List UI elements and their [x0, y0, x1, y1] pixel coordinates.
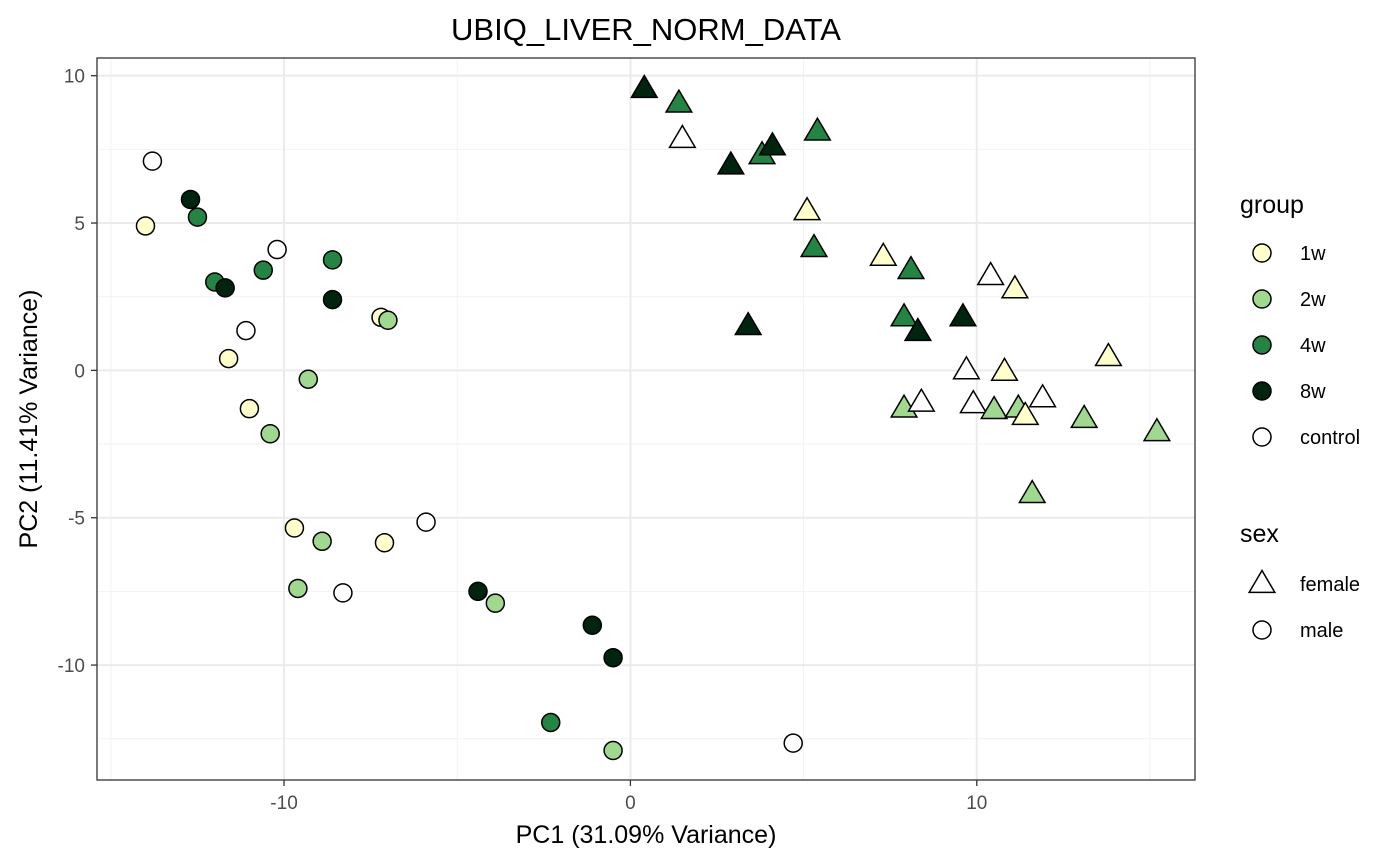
- point-8w-male: [322, 289, 343, 310]
- point-1w-female: [1094, 342, 1123, 367]
- plot-panel: [96, 57, 1196, 781]
- x-tick-label: -10: [270, 793, 297, 814]
- point-8w-female: [630, 73, 659, 99]
- legend-label-4w: 4w: [1300, 335, 1326, 357]
- point-4w-male: [322, 250, 343, 270]
- point-1w-male: [374, 533, 395, 553]
- point-control-female: [907, 387, 936, 412]
- point-2w-female: [979, 395, 1009, 420]
- point-2w-male: [260, 423, 280, 444]
- panel-border: [96, 57, 1196, 781]
- point-8w-female: [948, 302, 978, 327]
- point-2w-male: [603, 740, 623, 761]
- legend-key-male: [1252, 620, 1272, 640]
- legend-key-female: [1247, 569, 1277, 594]
- point-control-female: [959, 389, 988, 414]
- point-control-male: [416, 512, 436, 532]
- legend-label-2w: 2w: [1300, 289, 1326, 311]
- legend-label-control: control: [1300, 427, 1360, 449]
- point-8w-female: [734, 311, 763, 336]
- point-1w-female: [990, 356, 1019, 381]
- point-4w-male: [187, 207, 208, 227]
- legend-key-control: [1252, 427, 1272, 447]
- point-1w-male: [239, 398, 260, 419]
- point-1w-male: [135, 216, 156, 236]
- point-2w-female: [1142, 417, 1172, 442]
- grid-minor: [97, 58, 1195, 780]
- legend-label-8w: 8w: [1300, 381, 1326, 403]
- point-1w-female: [1011, 401, 1040, 426]
- point-control-female: [952, 355, 981, 380]
- y-tick-label: 5: [74, 214, 85, 235]
- point-2w-male: [298, 369, 319, 389]
- point-8w-female: [716, 150, 745, 175]
- point-1w-male: [284, 518, 305, 538]
- point-1w-female: [869, 241, 898, 267]
- point-1w-female: [1000, 274, 1030, 299]
- point-4w-female: [889, 302, 919, 327]
- y-axis-title: PC2 (11.41% Variance): [15, 290, 43, 549]
- point-1w-female: [792, 196, 822, 221]
- point-4w-male: [253, 260, 274, 280]
- x-tick-label: 0: [625, 793, 636, 814]
- legend-group-title: group: [1240, 191, 1304, 219]
- point-4w-female: [896, 255, 926, 280]
- point-8w-male: [603, 647, 623, 668]
- point-control-male: [783, 733, 803, 753]
- legend-label-1w: 1w: [1300, 243, 1326, 265]
- point-8w-male: [180, 189, 201, 210]
- point-4w-female: [803, 116, 832, 141]
- point-1w-male: [218, 348, 239, 369]
- grid-major: [97, 58, 1195, 780]
- point-8w-female: [758, 131, 787, 156]
- point-control-male: [142, 151, 163, 171]
- point-4w-female: [799, 233, 829, 258]
- y-tick-label: 0: [74, 361, 85, 382]
- point-8w-male: [582, 615, 603, 636]
- legend-key-8w: [1252, 381, 1272, 401]
- point-4w-female: [664, 88, 694, 113]
- point-control-male: [236, 320, 256, 341]
- legend-label-female: female: [1300, 574, 1360, 596]
- legend-sex: sex female male: [1240, 520, 1360, 642]
- point-8w-female: [903, 317, 933, 342]
- point-2w-male: [312, 531, 332, 552]
- x-tick-label: 10: [966, 793, 987, 814]
- y-tick-label: 10: [64, 67, 85, 88]
- point-2w-male: [485, 593, 506, 613]
- y-tick-label: -10: [58, 656, 85, 677]
- legend-sex-title: sex: [1240, 520, 1279, 548]
- x-axis-title: PC1 (31.09% Variance): [516, 821, 777, 849]
- x-axis-ticks: -10 0 10: [270, 780, 987, 814]
- y-axis-ticks: 10 5 0 -5 -10: [58, 67, 97, 677]
- chart-title: UBIQ_LIVER_NORM_DATA: [451, 12, 841, 47]
- legend-group: group 1w 2w 4w 8w control: [1240, 191, 1360, 449]
- point-8w-male: [468, 581, 488, 602]
- point-8w-male: [215, 278, 235, 298]
- point-control-female: [976, 261, 1005, 286]
- legend-key-1w: [1252, 243, 1272, 263]
- point-2w-male: [288, 578, 308, 599]
- point-control-male: [267, 239, 287, 260]
- legend-label-male: male: [1300, 620, 1343, 642]
- point-2w-male: [378, 310, 398, 331]
- legend-key-4w: [1252, 335, 1272, 355]
- point-2w-female: [1018, 479, 1047, 504]
- point-control-female: [1028, 383, 1057, 408]
- point-control-male: [333, 583, 353, 603]
- y-tick-label: -5: [68, 509, 85, 530]
- data-points: [135, 73, 1172, 761]
- point-control-female: [668, 124, 697, 149]
- legend-key-2w: [1252, 289, 1272, 309]
- point-4w-male: [540, 712, 561, 733]
- point-2w-female: [1070, 404, 1099, 429]
- panel-background: [97, 58, 1195, 780]
